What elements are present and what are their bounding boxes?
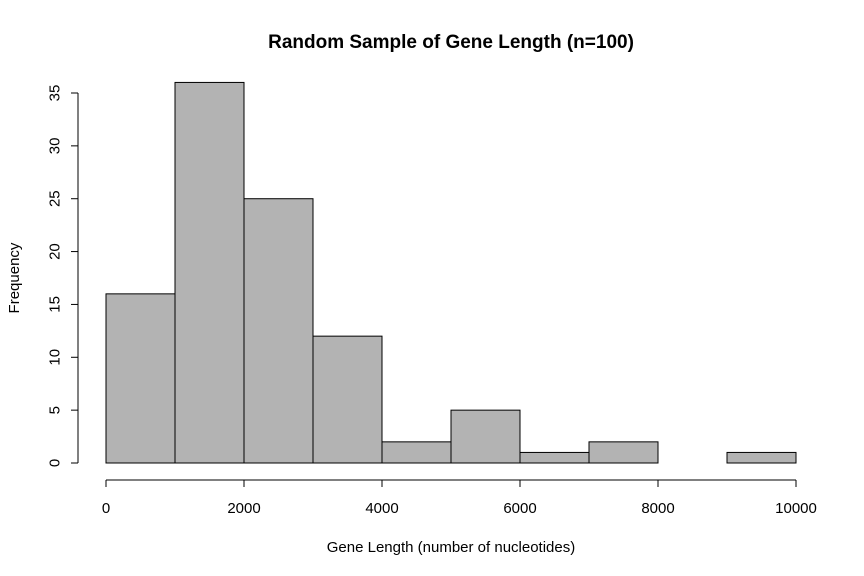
y-tick-label: 30 [47,138,64,155]
y-tick-label: 10 [47,349,64,366]
histogram-bar [243,198,314,464]
histogram-bar [312,335,383,464]
y-tick-label: 15 [47,296,64,313]
histogram-bar [450,409,521,464]
y-tick-label: 0 [47,459,64,467]
histogram-bar [519,451,590,464]
histogram-bar [105,293,176,464]
x-tick-label: 10000 [775,500,817,517]
chart-title: Random Sample of Gene Length (n=100) [268,32,634,53]
x-axis-label: Gene Length (number of nucleotides) [327,539,576,556]
histogram-bar [726,451,797,464]
y-tick-label: 35 [47,85,64,102]
x-tick-label: 8000 [641,500,674,517]
x-tick-label: 4000 [365,500,398,517]
y-axis-label: Frequency [6,242,23,313]
histogram-bar [381,441,452,464]
histogram-bar [588,441,659,464]
x-tick-label: 6000 [503,500,536,517]
histogram-bar [174,81,245,464]
x-tick-label: 0 [102,500,110,517]
x-tick-label: 2000 [227,500,260,517]
y-axis: 0 5 10 15 20 25 30 35 [47,85,79,467]
y-tick-label: 20 [47,243,64,260]
x-axis: 0 2000 4000 6000 8000 10000 [102,479,817,517]
y-tick-label: 25 [47,190,64,207]
y-tick-label: 5 [47,406,64,414]
bars-group [105,81,797,464]
